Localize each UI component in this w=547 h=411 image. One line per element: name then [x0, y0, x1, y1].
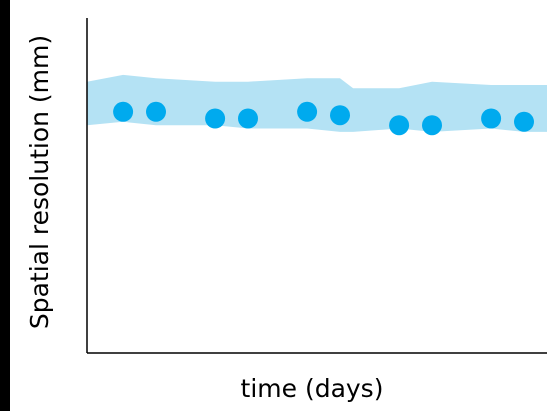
y-axis-label: Spatial resolution (mm) — [25, 35, 54, 329]
data-point — [422, 115, 442, 136]
data-point — [389, 115, 410, 136]
data-point — [113, 101, 134, 122]
x-axis-label: time (days) — [241, 374, 384, 403]
data-point — [146, 101, 166, 122]
data-point — [481, 108, 502, 129]
data-point — [238, 108, 258, 129]
data-point — [297, 101, 318, 122]
data-point — [330, 105, 350, 126]
chart: time (days) Spatial resolution (mm) — [10, 0, 547, 411]
data-point — [205, 108, 226, 129]
data-points-layer — [113, 101, 534, 136]
chart-svg: time (days) Spatial resolution (mm) — [25, 18, 547, 403]
data-point — [514, 111, 534, 132]
